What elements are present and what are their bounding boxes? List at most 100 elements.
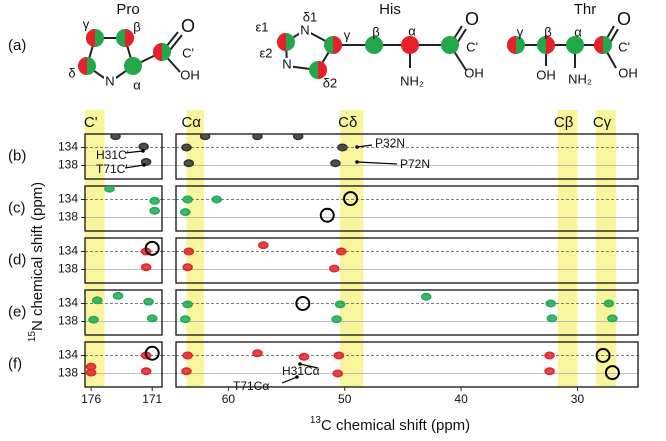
atom-label: OH [180, 67, 200, 82]
peak [607, 314, 618, 323]
peak [181, 367, 192, 376]
atom [441, 36, 459, 54]
annotation: H31C' [96, 148, 129, 162]
atom-label: ε1 [255, 19, 268, 34]
panel-label: (f) [8, 355, 22, 372]
x-tick-label: 50 [338, 392, 352, 406]
atom-label: α [133, 77, 141, 92]
atom-half [86, 29, 95, 47]
spectrum-frame [175, 237, 639, 284]
annotation: P32N [375, 136, 405, 150]
column-label: Cβ [554, 114, 574, 131]
peaks [88, 291, 158, 324]
peaks [180, 292, 618, 324]
atom-label: N [105, 73, 114, 88]
y-axis-label: 15N chemical shift (ppm) [27, 182, 46, 342]
atom-label: C' [466, 39, 478, 54]
spectrum-frame [84, 289, 163, 336]
peak [199, 134, 211, 141]
peak [138, 142, 149, 151]
peaks [180, 195, 222, 217]
arrow-head [355, 160, 359, 164]
label-bg [281, 58, 293, 72]
atom-half [78, 57, 87, 75]
annotation-arrow [299, 363, 319, 369]
spectrum-frame [84, 185, 163, 232]
peak [182, 195, 193, 204]
annotation-arrow [124, 164, 145, 169]
y-tick-label: 138 [58, 366, 78, 380]
y-tick-label: 134 [58, 140, 78, 154]
spectrum-frame [175, 341, 639, 388]
atom-label: ε2 [259, 45, 272, 60]
axis-label-text: C chemical shift (ppm) [321, 417, 470, 434]
atom-label: C' [618, 39, 630, 54]
column-label: Cδ [338, 114, 357, 131]
atom-label: O [617, 9, 631, 29]
peak [140, 367, 152, 376]
x-tick-label: 30 [571, 392, 585, 406]
atom-half [153, 43, 162, 61]
peak [292, 134, 304, 141]
atom-half [125, 29, 134, 47]
peak [329, 264, 340, 273]
atom-label: OH [618, 65, 638, 80]
column-band [557, 110, 578, 387]
y-tick-label: 134 [58, 296, 78, 310]
annotation-arrow [124, 150, 144, 154]
x-axis-label: 13C chemical shift (ppm) [310, 415, 470, 434]
axis-label-sup: 13 [310, 415, 322, 426]
panel-label: (d) [8, 251, 26, 268]
peaks [182, 241, 347, 273]
atom-label: δ1 [303, 9, 317, 24]
atom-label: α [574, 24, 582, 39]
y-tick-label: 138 [58, 262, 78, 276]
axis-label-sup: 15 [27, 331, 38, 343]
atom-half [546, 36, 555, 54]
x-tick-label: 60 [222, 392, 236, 406]
annotation-arrow [356, 161, 398, 165]
annotation-arrow [356, 144, 373, 148]
column-label: Cα [181, 114, 201, 131]
atom-label: O [181, 16, 195, 36]
missing-peak-circle [295, 296, 311, 311]
peak [258, 241, 269, 250]
arrow-head [141, 149, 145, 153]
peaks [104, 186, 160, 215]
missing-peak-circle [343, 191, 359, 207]
peak [335, 247, 347, 256]
peak [332, 369, 344, 378]
peak [252, 134, 263, 141]
peak [149, 196, 160, 205]
missing-peak-circle [144, 240, 160, 256]
arrow-head [295, 375, 299, 379]
peak [298, 352, 310, 361]
peak [331, 315, 342, 324]
peak [211, 195, 222, 204]
missing-peak-circle [319, 207, 335, 223]
peak [334, 300, 346, 309]
peaks [181, 349, 555, 378]
peak [146, 314, 158, 323]
atom-label: β [544, 24, 551, 39]
peak [183, 247, 195, 256]
spectrum-frame [175, 185, 639, 232]
arrow-head [298, 362, 302, 366]
atom-label: OH [536, 67, 556, 82]
atom-half [594, 36, 603, 54]
x-tick-label: 176 [81, 392, 101, 406]
peak [112, 291, 124, 300]
peak [546, 314, 558, 323]
peak [88, 315, 99, 324]
atom [566, 36, 584, 54]
atom-label: γ [83, 16, 90, 31]
peak [420, 292, 432, 301]
peak [330, 159, 341, 168]
peak [180, 208, 191, 217]
y-tick-label: 138 [58, 314, 78, 328]
column-band [596, 110, 616, 387]
label-bg [299, 24, 311, 38]
spectrum-frame [84, 341, 163, 388]
peak [181, 143, 192, 152]
